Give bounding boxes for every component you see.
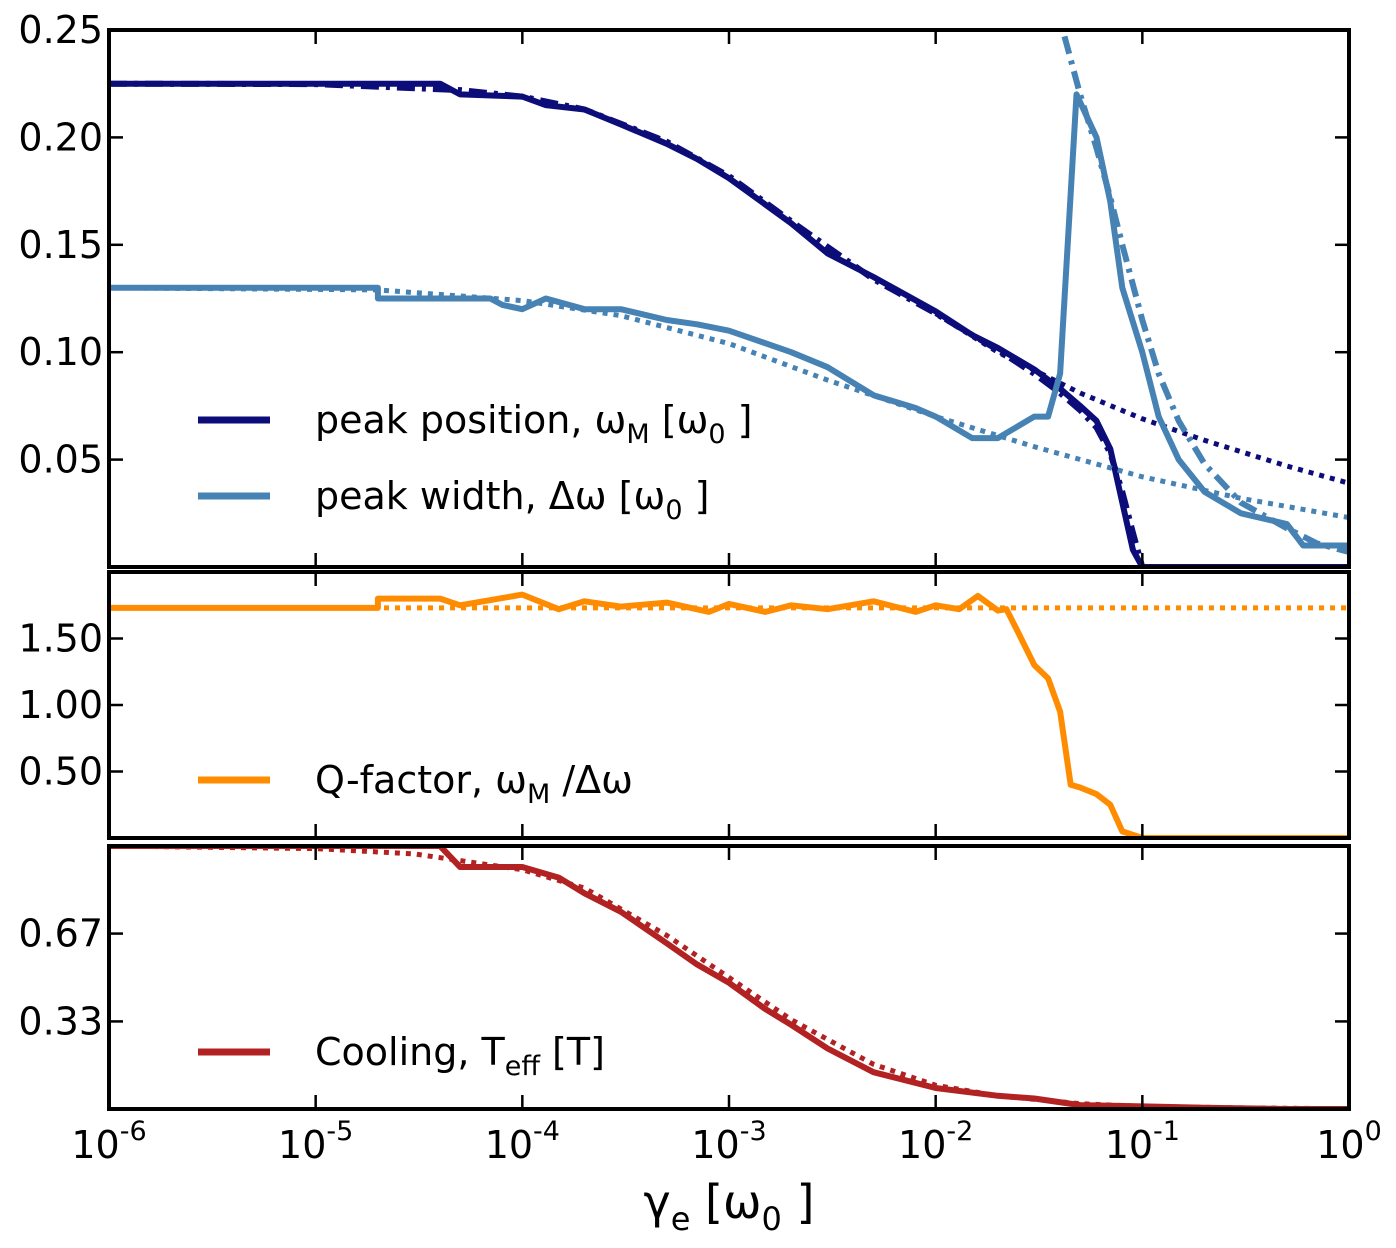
tick-group: 0.50 1.00 1.50 (18, 572, 1351, 838)
legend: peak position, ωM [ω0 ]peak width, Δω [ω… (198, 398, 753, 526)
legend-label: peak width, Δω [ω0 ] (315, 474, 709, 526)
x-tick-base: 10 (1316, 1123, 1364, 1167)
x-tick-exp: -3 (740, 1116, 767, 1147)
x-tick-exp: -4 (533, 1116, 560, 1147)
x-tick-exp: 0 (1365, 1116, 1382, 1147)
legend-label-sub: eff (505, 1051, 542, 1082)
x-axis-label-sub2: 0 (762, 1200, 782, 1238)
x-tick-label: 10-2 (898, 1116, 973, 1167)
x-tick-base: 10 (485, 1123, 533, 1167)
legend-label: peak position, ωM [ω0 ] (315, 398, 753, 450)
tick-group: 0.05 0.10 0.15 0.20 0.25 (18, 8, 1351, 567)
series-line-2 (934, 311, 1349, 486)
panel-middle: 0.50 1.00 1.50 Q-factor, ωM /Δω (18, 570, 1351, 840)
legend-label-sub2: 0 (708, 419, 725, 450)
series-line-5 (109, 285, 1349, 521)
legend-label: Cooling, Teff [T] (315, 1030, 605, 1082)
series-line-3 (109, 91, 1349, 549)
legend-label-rest: [T] (540, 1030, 605, 1074)
x-tick-base: 10 (71, 1123, 119, 1167)
series-line-0 (109, 80, 1349, 567)
x-tick-label: 10-4 (485, 1116, 560, 1167)
series-line-4 (1061, 35, 1349, 555)
x-tick-exp: -6 (120, 1116, 147, 1147)
x-tick-label: 100 (1316, 1116, 1382, 1167)
x-tick-exp: -2 (946, 1116, 973, 1147)
y-tick-label: 0.20 (18, 115, 103, 159)
x-tick-base: 10 (1105, 1123, 1153, 1167)
legend-label-rest: ] (683, 474, 710, 518)
y-tick-label: 0.33 (18, 999, 103, 1043)
x-tick-label: 10-3 (691, 1116, 766, 1167)
y-tick-label: 0.05 (18, 438, 103, 482)
x-tick-base: 10 (898, 1123, 946, 1167)
y-tick-label: 0.15 (18, 223, 103, 267)
x-tick-label: 10-6 (71, 1116, 146, 1167)
series-group (109, 846, 1349, 1109)
legend-label-sub: M (527, 779, 550, 810)
series-group (109, 35, 1349, 567)
x-tick-label: 10-1 (1105, 1116, 1180, 1167)
x-tick-label: 10-5 (278, 1116, 353, 1167)
legend-label-main: peak position, ω (315, 398, 626, 442)
plot-frame (107, 28, 1351, 569)
x-tick-exp: -5 (326, 1116, 353, 1147)
series-line-1 (109, 80, 1146, 567)
legend: Cooling, Teff [T] (198, 1030, 605, 1082)
x-axis-label-main: γ (644, 1175, 671, 1229)
tick-group: 0.33 0.67 (18, 846, 1351, 1109)
legend-label-sub: M (626, 419, 649, 450)
legend: Q-factor, ωM /Δω (198, 758, 633, 810)
legend-label-rest: [ω (650, 398, 709, 442)
y-tick-label: 0.10 (18, 330, 103, 374)
x-tick-base: 10 (278, 1123, 326, 1167)
series-group (109, 591, 1349, 838)
x-axis-label-sub: e (671, 1200, 691, 1238)
plot-frame (107, 844, 1351, 1111)
legend-label-main: Cooling, T (315, 1030, 506, 1074)
y-tick-label: 0.67 (18, 912, 103, 956)
legend-label-rest: /Δω (550, 758, 633, 802)
x-axis-label-end: ] (782, 1175, 815, 1229)
legend-label-main: Q-factor, ω (315, 758, 527, 802)
y-tick-label: 1.00 (18, 683, 103, 727)
y-tick-label: 0.50 (18, 750, 103, 794)
legend-label-sub: 0 (665, 495, 682, 526)
x-axis-label-rest: [ω (690, 1175, 761, 1229)
legend-label: Q-factor, ωM /Δω (315, 758, 633, 810)
x-axis-label: γe [ω0 ] (644, 1175, 815, 1238)
y-tick-label: 1.50 (18, 617, 103, 661)
legend-label-main: peak width, Δω [ω (315, 474, 665, 518)
x-tick-base: 10 (691, 1123, 739, 1167)
legend-label-end: ] (726, 398, 753, 442)
plot-frame (107, 570, 1351, 840)
series-line-1 (109, 846, 1349, 1109)
y-tick-label: 0.25 (18, 8, 103, 52)
x-tick-exp: -1 (1153, 1116, 1180, 1147)
panel-top: 0.05 0.10 0.15 0.20 0.25 peak position, ωM [ω… (18, 8, 1351, 569)
series-line-0 (109, 591, 1349, 838)
